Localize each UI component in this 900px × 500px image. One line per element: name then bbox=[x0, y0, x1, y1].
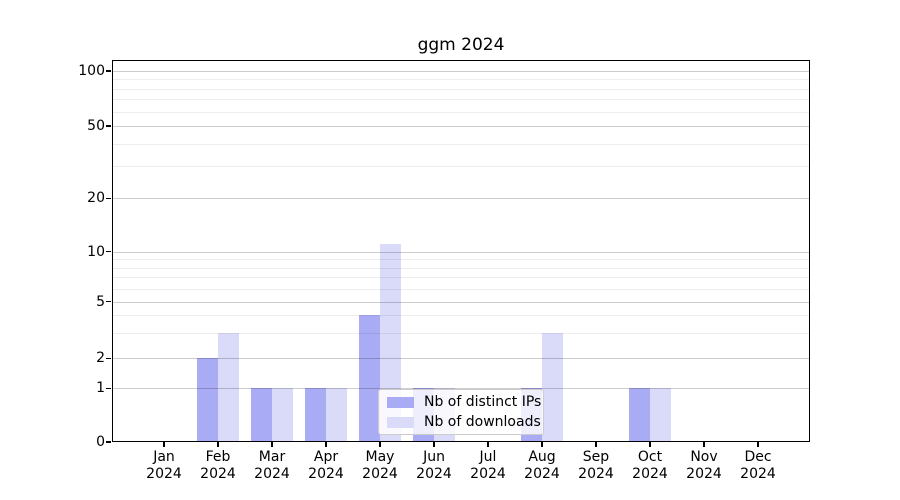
legend-swatch-downloads bbox=[387, 416, 414, 428]
gridline-major-1 bbox=[112, 388, 810, 390]
x-tick-label-may: May 2024 bbox=[362, 449, 398, 482]
y-tick-label-2: 2 bbox=[96, 350, 105, 367]
gridline-minor-60 bbox=[112, 111, 810, 113]
y-tick-label-20: 20 bbox=[87, 190, 105, 207]
gridline-minor-70 bbox=[112, 99, 810, 101]
y-tick-0 bbox=[106, 441, 111, 443]
x-tick-label-jun: Jun 2024 bbox=[416, 449, 452, 482]
y-tick-2 bbox=[106, 357, 111, 359]
bar-downloads-aug bbox=[542, 333, 563, 442]
legend: Nb of distinct IPs Nb of downloads bbox=[378, 389, 544, 435]
x-tick-jul bbox=[487, 442, 489, 447]
legend-label-downloads: Nb of downloads bbox=[424, 413, 541, 430]
x-tick-sep bbox=[595, 442, 597, 447]
gridline-minor-3 bbox=[112, 333, 810, 335]
gridline-major-100 bbox=[112, 71, 810, 72]
x-tick-label-aug: Aug 2024 bbox=[524, 449, 560, 482]
x-tick-oct bbox=[649, 442, 651, 447]
x-tick-label-apr: Apr 2024 bbox=[308, 449, 344, 482]
y-tick-10 bbox=[106, 251, 111, 253]
gridline-major-10 bbox=[112, 251, 810, 253]
gridline-minor-7 bbox=[112, 277, 810, 279]
bar-downloads-oct bbox=[650, 388, 671, 442]
x-tick-label-jan: Jan 2024 bbox=[146, 449, 182, 482]
bar-distinct-ips-may bbox=[359, 315, 380, 442]
legend-item-downloads: Nb of downloads bbox=[387, 414, 541, 431]
x-tick-label-mar: Mar 2024 bbox=[254, 449, 290, 482]
gridline-major-50 bbox=[112, 126, 810, 127]
gridline-major-5 bbox=[112, 301, 810, 303]
y-tick-label-1: 1 bbox=[96, 380, 105, 397]
x-tick-dec bbox=[757, 442, 759, 447]
gridline-minor-4 bbox=[112, 315, 810, 317]
y-tick-label-100: 100 bbox=[78, 63, 105, 79]
x-tick-feb bbox=[217, 442, 219, 447]
legend-item-distinct-ips: Nb of distinct IPs bbox=[387, 394, 541, 411]
bar-downloads-mar bbox=[272, 388, 293, 442]
bar-distinct-ips-oct bbox=[629, 388, 650, 442]
bar-distinct-ips-mar bbox=[251, 388, 272, 442]
y-tick-label-50: 50 bbox=[87, 118, 105, 134]
y-tick-20 bbox=[106, 197, 111, 199]
gridline-major-2 bbox=[112, 358, 810, 360]
x-tick-label-feb: Feb 2024 bbox=[200, 449, 236, 482]
legend-label-distinct-ips: Nb of distinct IPs bbox=[424, 393, 542, 410]
x-tick-nov bbox=[703, 442, 705, 447]
y-tick-1 bbox=[106, 387, 111, 389]
y-tick-5 bbox=[106, 301, 111, 303]
y-tick-100 bbox=[106, 70, 111, 72]
gridline-minor-30 bbox=[112, 166, 810, 168]
x-tick-label-nov: Nov 2024 bbox=[686, 449, 722, 482]
x-tick-jan bbox=[163, 442, 165, 447]
bar-distinct-ips-feb bbox=[197, 358, 218, 442]
bar-distinct-ips-apr bbox=[305, 388, 326, 442]
x-tick-may bbox=[379, 442, 381, 447]
x-tick-label-sep: Sep 2024 bbox=[578, 449, 614, 482]
x-tick-label-dec: Dec 2024 bbox=[740, 449, 776, 482]
y-tick-label-5: 5 bbox=[96, 293, 105, 310]
legend-swatch-distinct-ips bbox=[387, 396, 414, 408]
x-tick-label-jul: Jul 2024 bbox=[470, 449, 506, 482]
gridline-minor-90 bbox=[112, 79, 810, 81]
x-tick-label-oct: Oct 2024 bbox=[632, 449, 668, 482]
y-tick-50 bbox=[106, 125, 111, 127]
gridline-major-20 bbox=[112, 198, 810, 200]
gridline-minor-6 bbox=[112, 288, 810, 290]
chart-title: ggm 2024 bbox=[417, 35, 505, 55]
x-tick-apr bbox=[325, 442, 327, 447]
bar-downloads-apr bbox=[326, 388, 347, 442]
gridline-minor-40 bbox=[112, 143, 810, 145]
gridline-minor-9 bbox=[112, 259, 810, 261]
gridline-minor-80 bbox=[112, 88, 810, 90]
x-tick-mar bbox=[271, 442, 273, 447]
x-tick-aug bbox=[541, 442, 543, 447]
bar-downloads-feb bbox=[218, 333, 239, 442]
gridline-minor-8 bbox=[112, 267, 810, 269]
x-tick-jun bbox=[433, 442, 435, 447]
y-tick-label-10: 10 bbox=[87, 243, 105, 260]
y-tick-label-0: 0 bbox=[96, 434, 105, 450]
